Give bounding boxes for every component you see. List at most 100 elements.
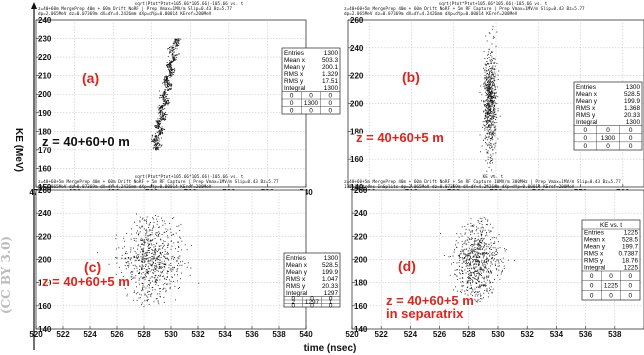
data-point — [486, 243, 487, 245]
data-point — [170, 64, 172, 66]
data-point — [453, 251, 455, 253]
data-point — [121, 272, 123, 273]
data-point — [158, 130, 160, 132]
data-point — [143, 259, 145, 261]
data-point — [162, 247, 164, 249]
data-point — [473, 264, 474, 266]
data-point — [168, 70, 170, 72]
data-point — [492, 96, 494, 98]
data-point — [166, 66, 168, 68]
data-point — [496, 252, 498, 254]
data-point — [491, 254, 493, 256]
data-point — [479, 92, 481, 93]
data-point — [138, 232, 140, 234]
data-point — [138, 297, 140, 299]
data-point — [485, 91, 487, 93]
data-point — [479, 301, 481, 303]
data-point — [151, 292, 153, 294]
data-point — [172, 234, 174, 236]
data-point — [492, 103, 494, 105]
data-point — [154, 237, 156, 239]
y-tick-label: 260 — [350, 16, 364, 25]
data-point — [494, 79, 496, 81]
data-point — [162, 275, 164, 277]
data-point — [163, 100, 164, 102]
data-point — [476, 260, 478, 262]
data-point — [489, 100, 491, 102]
data-point — [156, 122, 158, 124]
data-point — [160, 266, 161, 268]
data-point — [158, 130, 160, 132]
data-point — [143, 258, 145, 259]
data-point — [167, 78, 169, 80]
data-point — [135, 240, 137, 242]
data-point — [487, 88, 489, 90]
data-point — [487, 95, 489, 97]
data-point — [494, 85, 496, 87]
data-point — [173, 58, 174, 60]
data-point — [142, 283, 144, 284]
stats-frame — [283, 252, 341, 308]
data-point — [157, 123, 159, 125]
data-point — [470, 264, 472, 266]
data-point — [145, 273, 147, 275]
data-point — [167, 270, 169, 272]
data-point — [492, 109, 494, 111]
data-point — [143, 251, 145, 253]
data-point — [493, 143, 495, 145]
data-point — [484, 118, 486, 120]
x-tick-label: 536 — [579, 330, 593, 339]
data-point — [159, 94, 161, 96]
data-point — [162, 224, 164, 226]
data-point — [176, 45, 178, 47]
data-point — [493, 106, 494, 108]
data-point — [154, 289, 156, 291]
data-point — [140, 243, 142, 245]
data-point — [175, 54, 177, 56]
data-point — [471, 251, 473, 253]
data-point — [145, 233, 147, 235]
data-point — [159, 111, 161, 113]
data-point — [144, 294, 146, 296]
overflow-cell: 0 — [629, 135, 633, 142]
data-point — [492, 111, 494, 113]
data-point — [113, 276, 115, 277]
data-point — [474, 266, 476, 268]
data-point — [162, 105, 164, 107]
data-point — [494, 96, 496, 98]
data-point — [165, 228, 167, 230]
data-point — [150, 296, 152, 298]
data-point — [475, 240, 477, 242]
data-point — [477, 232, 479, 234]
data-point — [153, 262, 155, 264]
data-point — [172, 74, 174, 76]
x-tick-label: 538 — [608, 330, 622, 339]
data-point — [149, 263, 151, 265]
data-point — [488, 116, 490, 118]
data-point — [130, 271, 132, 273]
data-point — [491, 100, 493, 102]
data-point — [176, 270, 178, 272]
data-point — [493, 76, 495, 78]
data-point — [144, 239, 146, 241]
data-point — [158, 255, 159, 257]
data-point — [148, 247, 150, 249]
data-point — [469, 261, 471, 263]
data-point — [140, 227, 142, 229]
data-point — [159, 146, 161, 148]
data-point — [157, 146, 159, 148]
data-point — [164, 118, 165, 120]
data-point — [159, 126, 161, 127]
data-point — [166, 82, 168, 84]
data-point — [491, 131, 493, 133]
data-point — [161, 118, 163, 120]
data-point — [478, 244, 479, 246]
data-point — [159, 131, 161, 133]
data-point — [118, 266, 120, 268]
data-point — [153, 226, 155, 228]
data-point — [164, 85, 166, 86]
data-point — [171, 245, 173, 247]
data-point — [489, 114, 491, 116]
data-point — [470, 245, 472, 247]
data-point — [469, 288, 471, 290]
